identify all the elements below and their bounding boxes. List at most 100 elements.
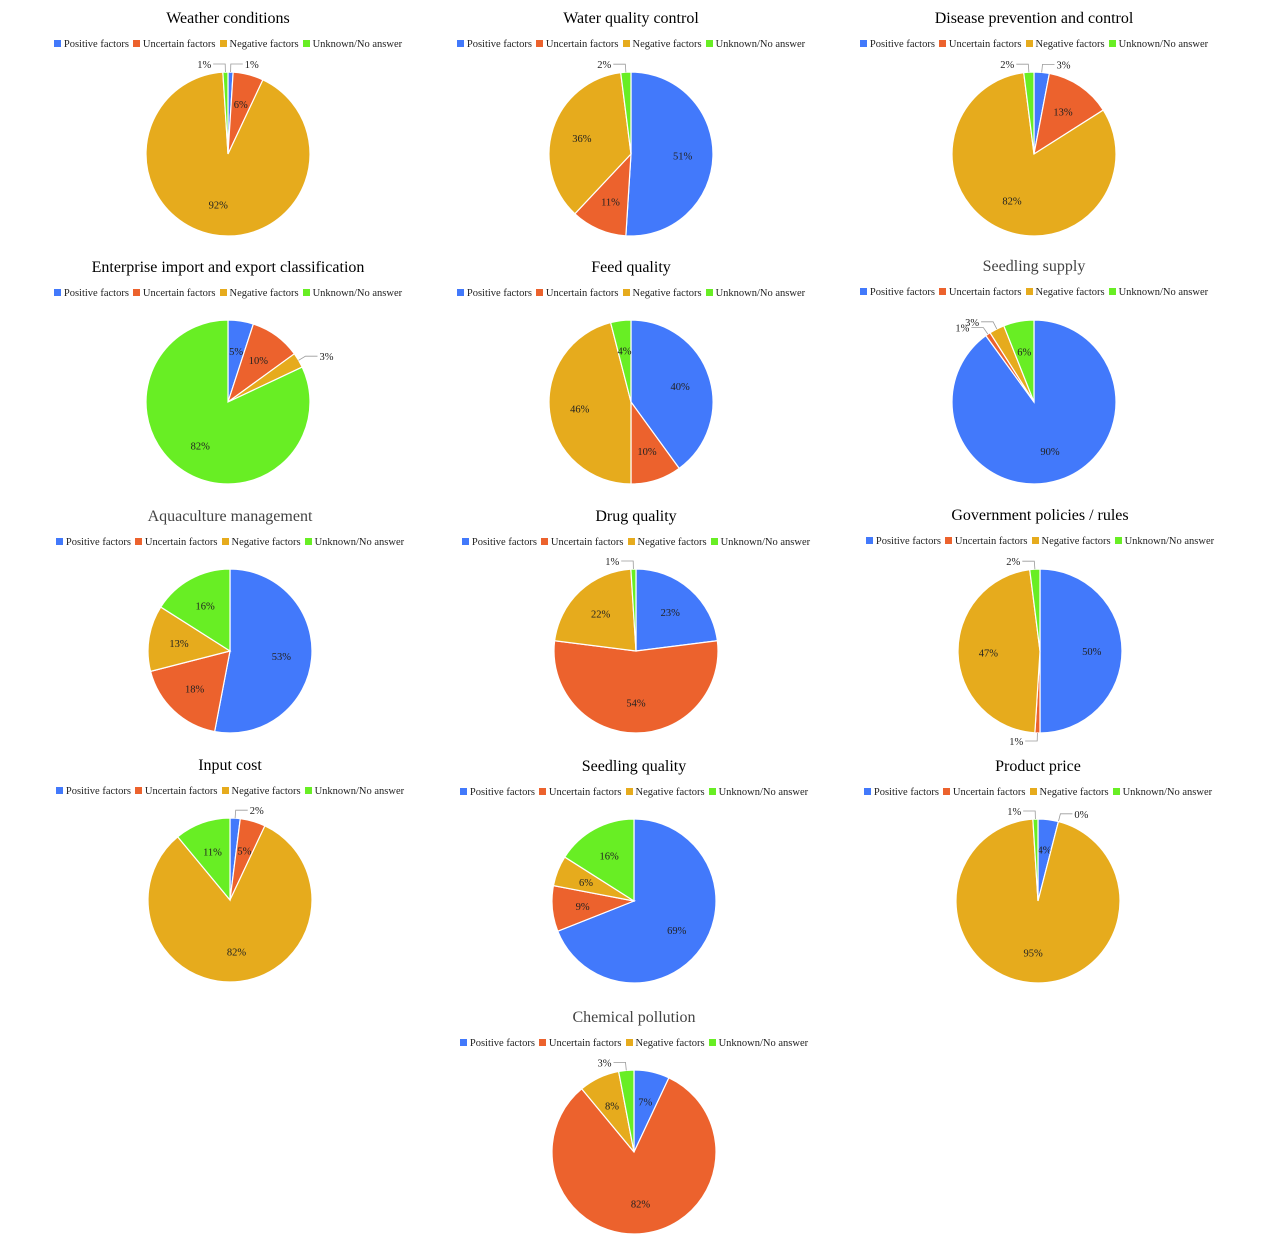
legend-swatch <box>622 40 630 47</box>
legend-item: Negative factors <box>622 39 702 50</box>
slice-label: 1% <box>1007 807 1021 818</box>
legend-swatch <box>708 1039 716 1046</box>
legend-label: Unknown/No answer <box>314 537 405 548</box>
legend-item: Negative factors <box>625 1038 705 1049</box>
pie-slice <box>955 818 1121 984</box>
slice-label: 11% <box>203 847 222 858</box>
slice-label: 4% <box>1038 846 1052 857</box>
legend-label: Positive factors <box>469 787 535 798</box>
leader-line <box>1058 813 1073 822</box>
legend-label: Unknown/No answer <box>720 537 811 548</box>
legend-swatch <box>942 788 950 795</box>
slice-label: 7% <box>638 1098 652 1109</box>
pie-chart: 51% 11% 36% 2% <box>548 60 714 237</box>
legend-label: Uncertain factors <box>954 536 1028 547</box>
legend-item: Negative factors <box>219 39 299 50</box>
legend-item: Unknown/No answer <box>1112 787 1212 798</box>
pie-chart-panel: Seedling quality Positive factors Uncertai… <box>434 758 834 998</box>
legend-swatch <box>221 787 229 794</box>
chart-legend: Positive factors Uncertain factors Negativ… <box>834 287 1234 298</box>
legend-label: Uncertain factors <box>548 787 622 798</box>
leader-line <box>1041 64 1055 73</box>
slice-label: 5% <box>237 846 251 857</box>
legend-item: Positive factors <box>461 537 537 548</box>
slice-label: 51% <box>673 152 693 163</box>
legend-item: Uncertain factors <box>134 786 218 797</box>
legend-label: Negative factors <box>632 288 702 299</box>
pie-chart: 1% 6% 92% 1% <box>145 60 311 237</box>
chart-title: Government policies / rules <box>951 507 1129 524</box>
pie-slice <box>1039 568 1123 734</box>
legend-item: Uncertain factors <box>132 288 216 299</box>
slice-label: 13% <box>169 639 189 650</box>
legend-label: Negative factors <box>229 288 299 299</box>
chart-title: Aquaculture management <box>147 508 313 525</box>
legend-item: Unknown/No answer <box>710 537 811 548</box>
legend-label: Positive factors <box>65 786 131 797</box>
legend-label: Positive factors <box>469 1038 535 1049</box>
slice-label: 2% <box>1006 557 1020 568</box>
leader-line <box>1023 810 1036 820</box>
slice-label: 8% <box>605 1101 619 1112</box>
legend-swatch <box>859 288 867 295</box>
legend-label: Negative factors <box>231 537 301 548</box>
legend-label: Unknown/No answer <box>314 786 405 797</box>
slice-label: 23% <box>661 608 681 619</box>
legend-swatch <box>1112 788 1120 795</box>
legend-item: Unknown/No answer <box>708 787 808 798</box>
legend-item: Uncertain factors <box>944 536 1028 547</box>
legend-label: Positive factors <box>873 787 939 798</box>
legend-swatch <box>55 538 63 545</box>
pie-slice <box>553 568 637 652</box>
legend-item: Negative factors <box>221 786 301 797</box>
pie-slice <box>1032 818 1039 902</box>
chart-legend: Positive factors Uncertain factors Negativ… <box>431 288 831 299</box>
legend-label: Negative factors <box>1041 536 1111 547</box>
leader-line <box>298 355 318 361</box>
leader-line <box>613 1062 627 1071</box>
slice-label: 16% <box>599 852 619 863</box>
slice-label: 90% <box>1040 447 1060 458</box>
pie-slice <box>213 568 313 734</box>
legend-item: Unknown/No answer <box>1108 287 1208 298</box>
legend-item: Uncertain factors <box>938 39 1022 50</box>
legend-label: Unknown/No answer <box>1118 39 1209 50</box>
legend-swatch <box>134 538 142 545</box>
legend-item: Positive factors <box>55 786 131 797</box>
slice-label: 1% <box>197 60 211 71</box>
slice-label: 18% <box>185 685 205 696</box>
pie-slice <box>1033 72 1105 156</box>
slice-label: 47% <box>979 649 999 660</box>
slice-label: 1% <box>605 557 619 568</box>
pie-slice <box>149 650 231 733</box>
legend-swatch <box>221 538 229 545</box>
leader-line <box>213 63 226 73</box>
slice-label: 5% <box>229 347 243 358</box>
legend-label: Positive factors <box>471 537 537 548</box>
legend-item: Uncertain factors <box>538 787 622 798</box>
legend-swatch <box>132 40 140 47</box>
slice-label: 53% <box>272 652 292 663</box>
legend-swatch <box>1029 788 1037 795</box>
legend-label: Positive factors <box>466 39 532 50</box>
slice-label: 1% <box>245 60 259 71</box>
leader-line <box>230 63 243 73</box>
pie-slice <box>145 71 311 237</box>
legend-label: Uncertain factors <box>144 786 218 797</box>
pie-slice <box>609 319 632 403</box>
pie-chart-panel: Seedling supply Positive factors Uncertain… <box>834 258 1234 498</box>
pie-slice <box>551 1077 717 1235</box>
legend-item: Negative factors <box>221 537 301 548</box>
legend-label: Negative factors <box>231 786 301 797</box>
legend-swatch <box>55 787 63 794</box>
legend-swatch <box>1108 288 1116 295</box>
pie-chart: 2% 5% 82% 11% <box>147 806 313 983</box>
pie-slice <box>222 71 229 155</box>
slice-label: 3% <box>320 352 334 363</box>
legend-swatch <box>456 289 464 296</box>
legend-item: Unknown/No answer <box>302 39 402 50</box>
leader-line <box>613 63 627 73</box>
legend-swatch <box>456 40 464 47</box>
legend-label: Positive factors <box>869 287 935 298</box>
